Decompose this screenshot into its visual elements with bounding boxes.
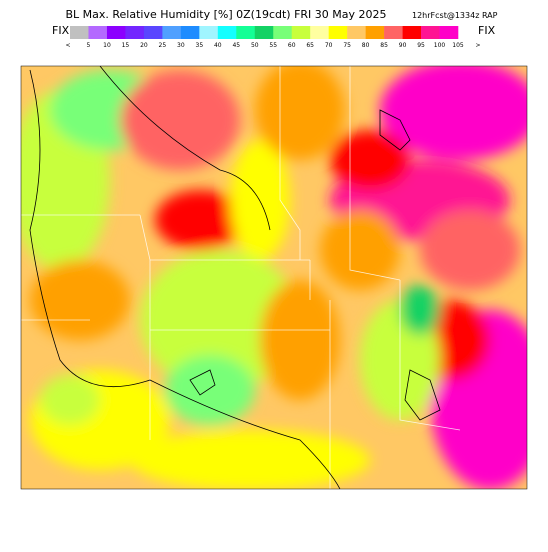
color-box xyxy=(273,26,293,39)
color-box xyxy=(236,26,256,39)
color-box xyxy=(347,26,366,39)
color-box xyxy=(199,26,219,39)
color-box xyxy=(291,26,311,39)
color-box xyxy=(217,26,237,39)
map xyxy=(21,66,527,489)
colorbar-label: 90 xyxy=(399,42,407,49)
colorbar-label: 25 xyxy=(159,42,167,49)
title: BL Max. Relative Humidity [%] 0Z(19cdt) … xyxy=(65,8,386,21)
colorbar-label: 20 xyxy=(140,42,148,49)
colorbar-label: 100 xyxy=(434,42,446,49)
colorbar-label: 5 xyxy=(87,42,91,49)
colorbar-label: 75 xyxy=(343,42,351,49)
colorbar-label: 95 xyxy=(417,42,425,49)
color-box xyxy=(162,26,182,39)
colorbar-label: 15 xyxy=(122,42,130,49)
colorbar: <5 10 15 20 25 30 35 40 45 50 55 60 65 70 75 80 85 90 95 10… xyxy=(65,26,481,49)
color-box xyxy=(384,26,403,39)
color-box xyxy=(310,26,329,39)
colorbar-label: 60 xyxy=(288,42,296,49)
fix-right: FIX xyxy=(478,24,496,37)
colorbar-label: 70 xyxy=(325,42,333,49)
colorbar-label: 65 xyxy=(306,42,314,49)
color-box xyxy=(328,26,348,39)
colorbar-label: 80 xyxy=(362,42,370,49)
map-frame xyxy=(20,65,528,490)
color-box xyxy=(180,26,200,39)
colorbar-label: 45 xyxy=(232,42,240,49)
color-box xyxy=(421,26,440,39)
color-box xyxy=(365,26,385,39)
color-box xyxy=(125,26,145,39)
subtitle: 12hrFcst@1334z RAP xyxy=(412,11,498,20)
color-box xyxy=(88,26,108,39)
colorbar-label: 30 xyxy=(177,42,185,49)
color-box xyxy=(70,26,89,39)
color-box xyxy=(254,26,274,39)
fix-left: FIX xyxy=(52,24,70,37)
colorbar-label: 105 xyxy=(452,42,464,49)
colorbar-label: 40 xyxy=(214,42,222,49)
colorbar-label: > xyxy=(475,42,480,49)
color-box xyxy=(106,26,126,39)
colorbar-label: 10 xyxy=(103,42,111,49)
colorbar-label: 85 xyxy=(380,42,388,49)
color-box xyxy=(143,26,163,39)
colorbar-label: 35 xyxy=(196,42,204,49)
colorbar-label: 55 xyxy=(269,42,277,49)
color-box xyxy=(439,26,459,39)
colorbar-label: 50 xyxy=(251,42,259,49)
color-box xyxy=(402,26,422,39)
colorbar-label: < xyxy=(65,42,70,49)
